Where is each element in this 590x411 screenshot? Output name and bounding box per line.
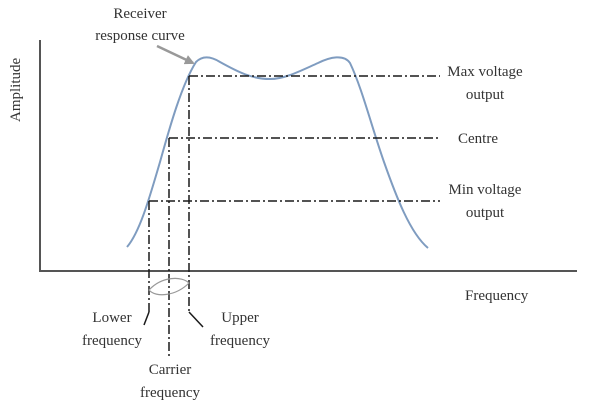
upper-leader	[188, 311, 204, 328]
max-label-line1: Max voltage	[447, 64, 523, 80]
centre-label: Centre	[458, 131, 498, 147]
receiver-response-curve	[126, 56, 429, 249]
bandwidth-loop-bottom	[148, 282, 190, 296]
upper-label-line2: frequency	[210, 333, 270, 349]
carrier-label-line1: Carrier	[149, 362, 191, 378]
min-label-line2: output	[466, 205, 505, 221]
curve-label-line2: response curve	[95, 28, 185, 44]
lower-label-line2: frequency	[82, 333, 142, 349]
curve-label-line1: Receiver	[113, 6, 166, 22]
upper-label-line1: Upper	[221, 310, 259, 326]
curve-pointer-arrow	[156, 44, 195, 65]
y-axis-label: Amplitude	[8, 57, 24, 122]
lower-label-line1: Lower	[92, 310, 131, 326]
x-axis-label: Frequency	[465, 288, 529, 304]
carrier-label-line2: frequency	[140, 385, 200, 401]
min-label-line1: Min voltage	[449, 182, 522, 198]
lower-leader	[143, 311, 150, 326]
max-label-line2: output	[466, 87, 505, 103]
bandwidth-loop-top	[148, 277, 190, 291]
